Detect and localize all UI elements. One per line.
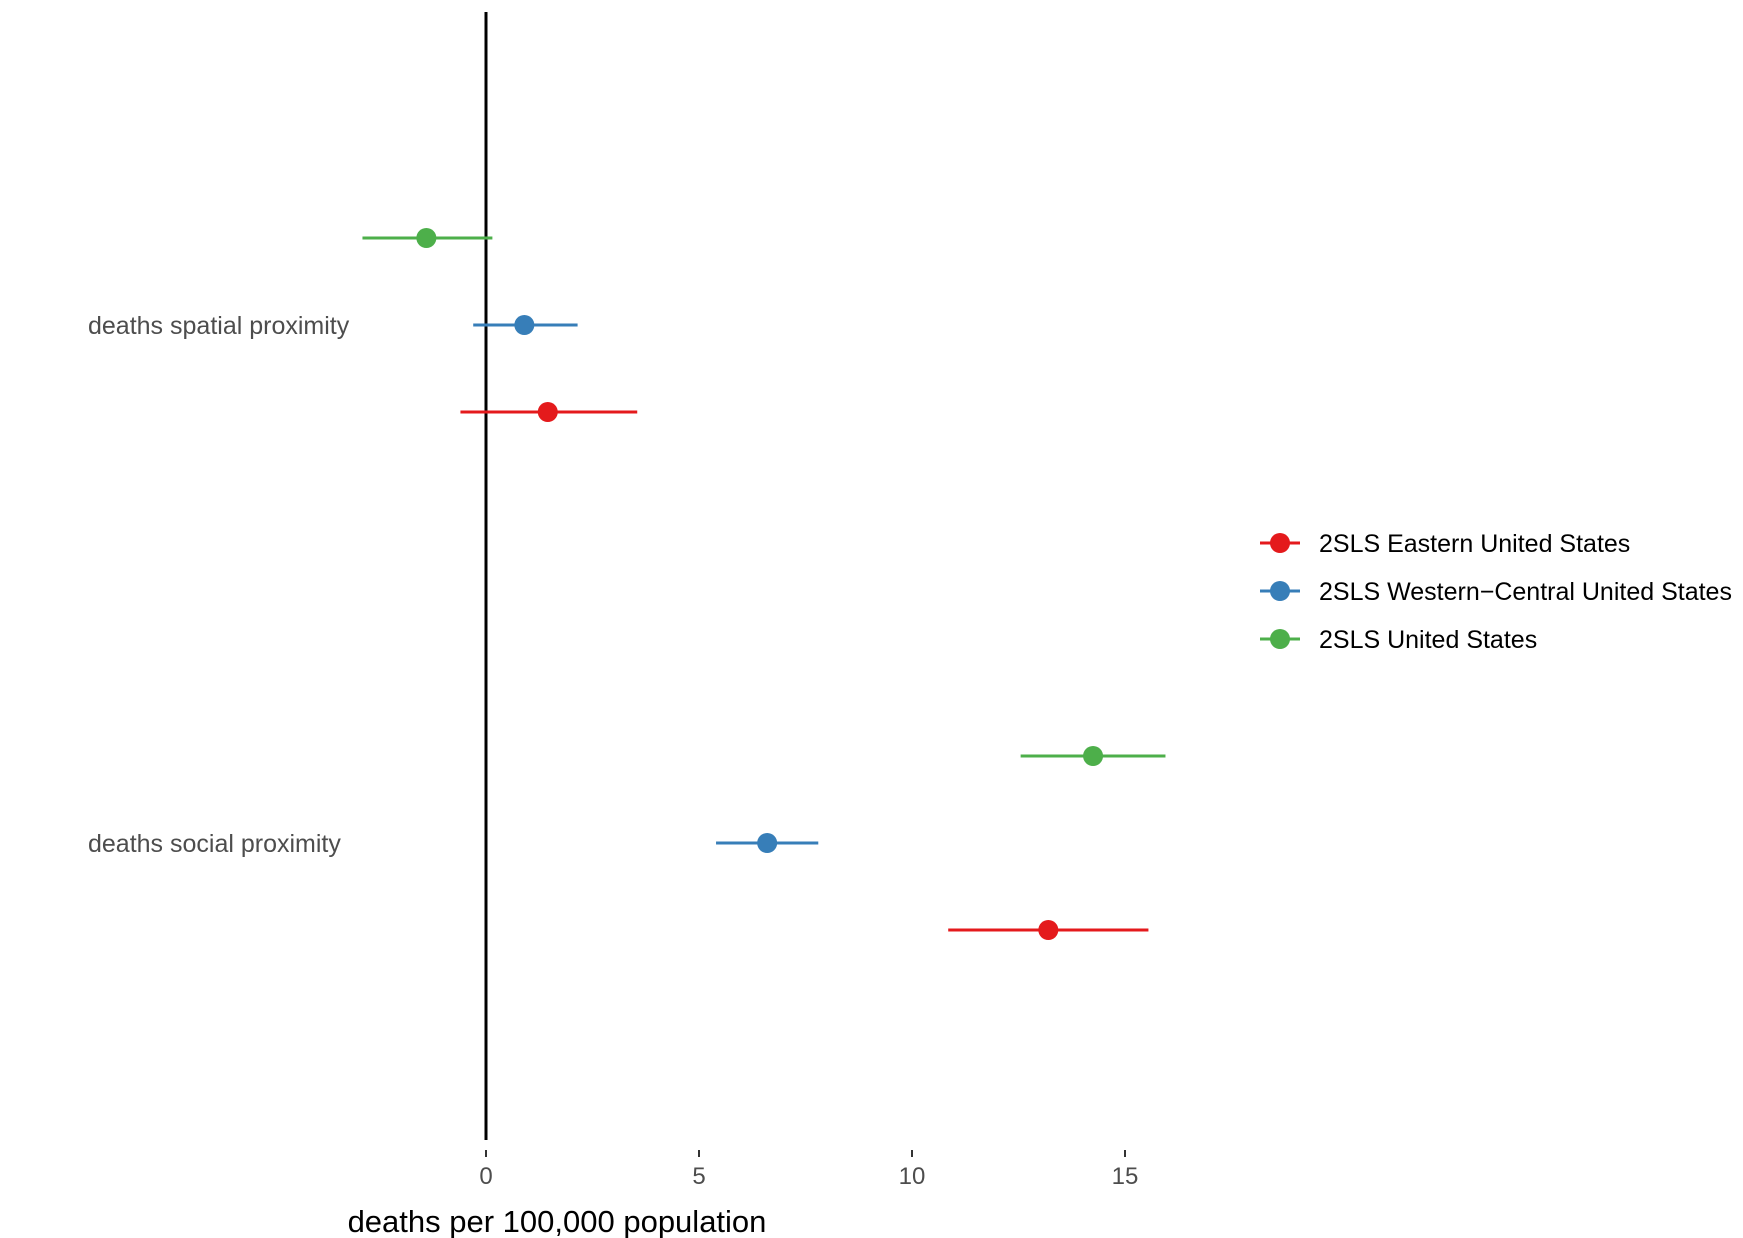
legend: 2SLS Eastern United States 2SLS Western−C…: [1260, 530, 1732, 654]
legend-item-2sls-eastern-united-states: 2SLS Eastern United States: [1260, 530, 1630, 558]
legend-item-2sls-western-central-united-states: 2SLS Western−Central United States: [1260, 578, 1732, 606]
legend-key-point: [1270, 533, 1290, 553]
legend-item-2sls-united-states: 2SLS United States: [1260, 626, 1537, 654]
category-labels: deaths spatial proximity deaths social pr…: [88, 312, 350, 858]
legend-label: 2SLS United States: [1319, 626, 1537, 654]
category-label-deaths-social-proximity: deaths social proximity: [88, 830, 341, 858]
category-label-deaths-spatial-proximity: deaths spatial proximity: [88, 312, 350, 340]
x-tick-label: 15: [1112, 1163, 1139, 1190]
estimate-point: [537, 402, 558, 422]
series-layer: [362, 228, 1166, 940]
estimate-point: [416, 228, 437, 248]
series-2sls-united-states: [362, 228, 1166, 766]
legend-key-point: [1270, 629, 1290, 649]
legend-label: 2SLS Eastern United States: [1319, 530, 1630, 558]
estimate-point: [1038, 920, 1059, 940]
legend-key-point: [1270, 581, 1290, 601]
series-2sls-eastern-united-states: [460, 402, 1149, 940]
estimate-point: [1083, 746, 1104, 766]
x-tick-label: 10: [899, 1163, 926, 1190]
estimate-point: [514, 315, 535, 335]
x-axis-title: deaths per 100,000 population: [348, 1204, 767, 1238]
x-axis-ticks: 0 5 10 15: [479, 1150, 1138, 1190]
legend-label: 2SLS Western−Central United States: [1319, 578, 1732, 606]
series-2sls-western-central-united-states: [473, 315, 819, 853]
estimate-point: [757, 833, 778, 853]
x-tick-label: 5: [692, 1163, 705, 1190]
x-tick-label: 0: [479, 1163, 492, 1190]
